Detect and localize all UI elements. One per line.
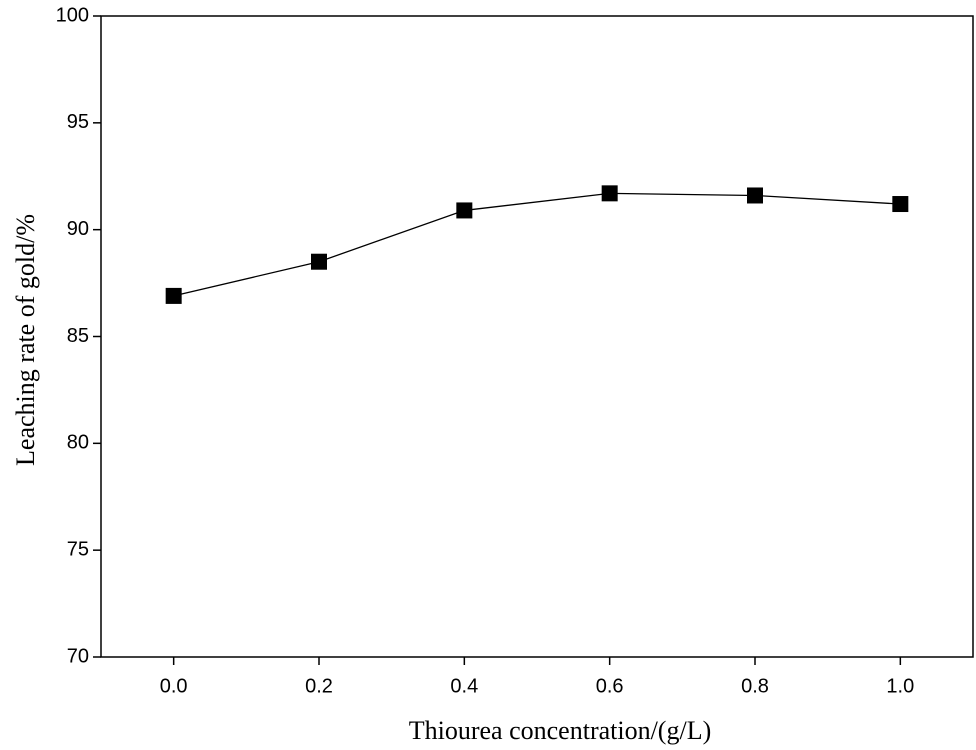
y-tick-label: 90 [67,218,89,240]
y-tick-label: 75 [67,538,89,560]
data-marker [747,187,763,204]
data-marker [165,287,182,304]
x-tick-label: 0.8 [741,675,769,697]
y-tick-label: 80 [67,432,89,454]
x-tick-label: 1.0 [886,675,914,697]
data-marker [601,185,618,202]
x-tick-label: 0.0 [160,675,188,697]
data-marker [311,253,327,270]
x-tick-label: 0.4 [450,675,478,697]
x-tick-label: 0.6 [596,675,624,697]
x-axis-label: Thiourea concentration/(g/L) [409,716,711,745]
plot-frame [100,15,974,658]
y-tick-label: 70 [67,645,89,667]
y-tick-label: 85 [67,325,89,347]
y-tick-label: 95 [67,111,89,133]
x-tick-label: 0.2 [305,675,333,697]
y-tick-label: 100 [56,4,89,26]
data-marker [892,196,909,213]
data-marker [456,202,473,219]
data-line [173,192,901,297]
y-axis-label: Leaching rate of gold/% [11,214,40,466]
